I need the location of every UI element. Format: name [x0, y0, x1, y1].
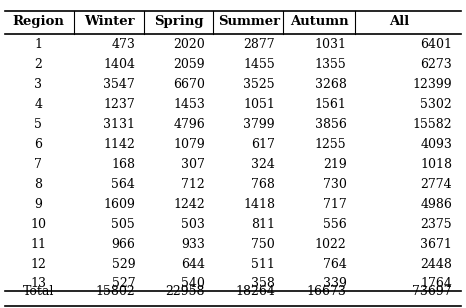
- Text: 1255: 1255: [315, 138, 347, 151]
- Text: 4986: 4986: [420, 198, 452, 211]
- Text: Total: Total: [22, 285, 54, 298]
- Text: 1079: 1079: [173, 138, 205, 151]
- Text: 2877: 2877: [243, 38, 275, 51]
- Text: 8: 8: [34, 178, 42, 191]
- Text: 2: 2: [34, 58, 42, 71]
- Text: 22958: 22958: [165, 285, 205, 298]
- Text: 3799: 3799: [243, 118, 275, 131]
- Text: 511: 511: [251, 257, 275, 270]
- Text: 3856: 3856: [315, 118, 347, 131]
- Text: 473: 473: [111, 38, 135, 51]
- Text: 12: 12: [30, 257, 46, 270]
- Text: 2375: 2375: [420, 217, 452, 231]
- Text: 3547: 3547: [103, 78, 135, 91]
- Text: 1609: 1609: [103, 198, 135, 211]
- Text: 3671: 3671: [420, 237, 452, 251]
- Text: 730: 730: [322, 178, 347, 191]
- Text: 3131: 3131: [103, 118, 135, 131]
- Text: Autumn: Autumn: [290, 14, 349, 28]
- Text: 2020: 2020: [173, 38, 205, 51]
- Text: 717: 717: [323, 198, 347, 211]
- Text: 2774: 2774: [420, 178, 452, 191]
- Text: 1404: 1404: [103, 58, 135, 71]
- Text: 750: 750: [251, 237, 275, 251]
- Text: 6401: 6401: [420, 38, 452, 51]
- Text: 1455: 1455: [243, 58, 275, 71]
- Text: 966: 966: [111, 237, 135, 251]
- Text: 811: 811: [251, 217, 275, 231]
- Text: 712: 712: [181, 178, 205, 191]
- Text: 1031: 1031: [315, 38, 347, 51]
- Text: 5302: 5302: [420, 98, 452, 111]
- Text: 1237: 1237: [103, 98, 135, 111]
- Text: 1418: 1418: [243, 198, 275, 211]
- Text: 503: 503: [181, 217, 205, 231]
- Text: 168: 168: [111, 158, 135, 171]
- Text: 1018: 1018: [420, 158, 452, 171]
- Text: 6273: 6273: [420, 58, 452, 71]
- Text: 1142: 1142: [103, 138, 135, 151]
- Text: 15802: 15802: [96, 285, 135, 298]
- Text: 219: 219: [323, 158, 347, 171]
- Text: 73697: 73697: [412, 285, 452, 298]
- Text: 7: 7: [34, 158, 42, 171]
- Text: 6670: 6670: [173, 78, 205, 91]
- Text: 1022: 1022: [315, 237, 347, 251]
- Text: Winter: Winter: [84, 14, 134, 28]
- Text: 556: 556: [323, 217, 347, 231]
- Text: Region: Region: [12, 14, 64, 28]
- Text: Summer: Summer: [218, 14, 280, 28]
- Text: 644: 644: [181, 257, 205, 270]
- Text: 13: 13: [30, 278, 46, 290]
- Text: All: All: [389, 14, 409, 28]
- Text: 2448: 2448: [420, 257, 452, 270]
- Text: 18264: 18264: [235, 285, 275, 298]
- Text: 768: 768: [251, 178, 275, 191]
- Text: 2059: 2059: [173, 58, 205, 71]
- Text: 1561: 1561: [315, 98, 347, 111]
- Text: 324: 324: [251, 158, 275, 171]
- Text: 10: 10: [30, 217, 46, 231]
- Text: Spring: Spring: [154, 14, 204, 28]
- Text: 9: 9: [34, 198, 42, 211]
- Text: 564: 564: [111, 178, 135, 191]
- Text: 5: 5: [34, 118, 42, 131]
- Text: 3525: 3525: [243, 78, 275, 91]
- Text: 540: 540: [181, 278, 205, 290]
- Text: 4: 4: [34, 98, 42, 111]
- Text: 505: 505: [111, 217, 135, 231]
- Text: 1355: 1355: [315, 58, 347, 71]
- Text: 3268: 3268: [315, 78, 347, 91]
- Text: 358: 358: [251, 278, 275, 290]
- Text: 527: 527: [111, 278, 135, 290]
- Text: 339: 339: [322, 278, 347, 290]
- Text: 11: 11: [30, 237, 46, 251]
- Text: 529: 529: [111, 257, 135, 270]
- Text: 12399: 12399: [412, 78, 452, 91]
- Text: 4093: 4093: [420, 138, 452, 151]
- Text: 1764: 1764: [420, 278, 452, 290]
- Text: 617: 617: [251, 138, 275, 151]
- Text: 4796: 4796: [173, 118, 205, 131]
- Text: 3: 3: [34, 78, 42, 91]
- Text: 6: 6: [34, 138, 42, 151]
- Text: 307: 307: [181, 158, 205, 171]
- Text: 1453: 1453: [173, 98, 205, 111]
- Text: 764: 764: [322, 257, 347, 270]
- Text: 1: 1: [34, 38, 42, 51]
- Text: 16673: 16673: [307, 285, 347, 298]
- Text: 1051: 1051: [243, 98, 275, 111]
- Text: 15582: 15582: [412, 118, 452, 131]
- Text: 933: 933: [181, 237, 205, 251]
- Text: 1242: 1242: [173, 198, 205, 211]
